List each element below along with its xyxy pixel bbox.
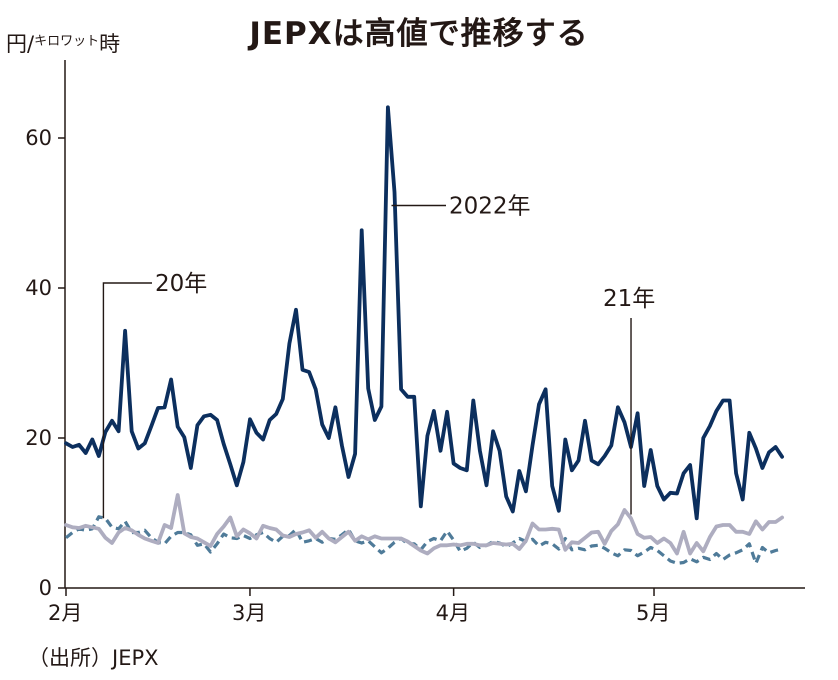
y-tick-label: 40 [25,276,52,300]
series-line [64,493,784,556]
source-note: （出所）JEPX [28,646,159,670]
x-tick-label: 3月 [232,601,266,625]
series-lines [64,105,784,565]
y-tick-label: 20 [25,426,52,450]
x-tick-label: 2月 [48,601,82,625]
y-tick-label: 0 [39,576,52,600]
y-axis-unit-label: 円/キロワット時 [6,28,120,58]
leader-line [102,282,152,519]
unit-main: 円/ [6,32,35,56]
axes: 0 20 40 60 2月 3月 4月 5月 [25,60,805,625]
unit-tail: 時 [99,32,121,56]
x-tick-label: 4月 [436,601,470,625]
x-tick-label: 5月 [636,601,670,625]
series-label: 20年 [155,271,207,297]
series-label: 21年 [603,286,655,312]
chart-title: JEPXは高値で推移する [249,16,589,52]
series-line [64,515,783,565]
y-tick-label: 60 [25,126,52,150]
series-labels: 2022年 21年 20年 [102,194,655,519]
series-line [64,105,784,521]
series-label: 2022年 [449,194,531,220]
unit-small: キロワット [34,34,100,49]
